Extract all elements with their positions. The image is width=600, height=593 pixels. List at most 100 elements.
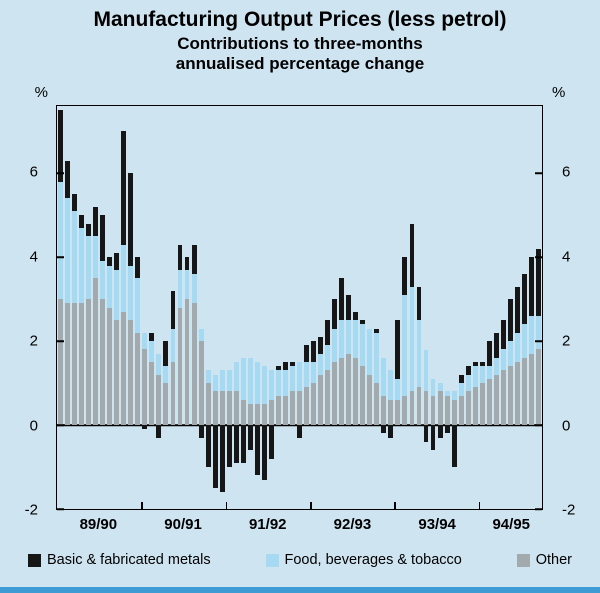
bar-segment [233,391,239,426]
bar-segment [493,332,499,358]
bar-segment [318,374,324,426]
legend-item-metals: Basic & fabricated metals [28,552,211,568]
x-tick [394,502,396,509]
x-year-label: 92/93 [333,516,372,533]
bar-segment [381,425,387,434]
bar-segment [268,370,274,400]
bar-segment [240,399,246,426]
legend-label-food: Food, beverages & tobacco [284,552,462,568]
y-tick [535,256,542,258]
bar-segment [205,383,211,426]
y-tick-label: 6 [562,163,571,181]
bar-segment [458,374,464,384]
bar-segment [472,362,478,367]
bar-segment [304,362,309,388]
bar-segment [72,194,78,211]
y-tick [57,256,64,258]
bar-segment [205,425,211,468]
y-tick-label: 6 [29,163,38,181]
bar-segment [233,362,239,392]
bar-segment [374,328,380,333]
bar-segment [282,362,288,371]
bar-segment [93,236,99,279]
bar-segment [261,425,267,480]
x-tick [141,502,143,509]
x-year-label: 90/91 [164,516,202,533]
bar-segment [486,366,492,379]
bar-segment [514,362,520,426]
bar-segment [388,425,394,438]
y-tick [535,508,542,510]
bar-segment [212,391,218,426]
bar-segment [437,383,443,392]
bar-segment [430,378,436,396]
bar-segment [198,341,204,426]
plot-area [56,105,543,510]
bar-segment [233,425,239,463]
y-tick-label: 2 [562,332,571,350]
y-tick-label: 2 [29,332,38,350]
bar-segment [353,311,359,321]
bar-segment [65,198,70,304]
bar-segment [275,366,281,371]
bar-segment [156,353,162,375]
bar-segment [191,244,197,274]
bar-segment [261,366,267,405]
bar-segment [409,391,415,426]
y-tick [57,172,64,174]
bar-segment [311,341,316,363]
legend-swatch-other [516,553,530,567]
bar-segment [58,299,63,426]
bar-segment [472,366,478,388]
bar-segment [114,252,120,270]
bar-segment [367,374,373,426]
bar-segment [479,383,485,426]
legend-label-other: Other [535,552,572,568]
bar-segment [536,315,541,350]
y-tick [535,340,542,342]
bar-segment [72,303,78,426]
bar-segment [304,345,309,363]
bar-segment [465,391,471,426]
bar-segment [100,261,106,300]
bar-segment [184,269,190,300]
bar-segment [514,286,520,333]
bar-segment [121,311,127,426]
bar-segment [318,336,324,354]
bar-segment [528,353,534,426]
bar-segment [493,357,499,375]
bar-segment [458,395,464,426]
bar-segment [79,303,85,426]
bar-segment [163,366,169,384]
bar-segment [100,215,106,262]
bar-segment [493,374,499,426]
bar-segment [409,223,415,287]
bar-segment [381,357,387,396]
legend-swatch-metals [28,553,41,567]
bar-segment [149,341,155,363]
bar-segment [311,362,316,384]
bar-segment [451,391,457,400]
y-tick-label: 4 [562,248,571,266]
bar-segment [128,173,134,266]
bar-segment [170,328,176,363]
bar-segment [395,399,401,426]
bar-segment [254,404,260,426]
bar-segment [521,324,527,358]
x-year-label: 91/92 [248,516,287,533]
bar-segment [374,332,380,384]
bar-segment [332,362,338,426]
bar-segment [458,383,464,396]
bar-segment [479,366,485,384]
bar-segment [261,404,267,426]
bar-segment [226,370,232,392]
bar-segment [465,374,471,392]
y-tick-label: 0 [29,417,38,435]
bar-segment [135,257,141,279]
bar-segment [297,391,302,426]
bar-segment [395,378,401,400]
bar-segment [402,395,408,426]
bar-segment [79,215,85,228]
legend-swatch-food [265,553,279,567]
